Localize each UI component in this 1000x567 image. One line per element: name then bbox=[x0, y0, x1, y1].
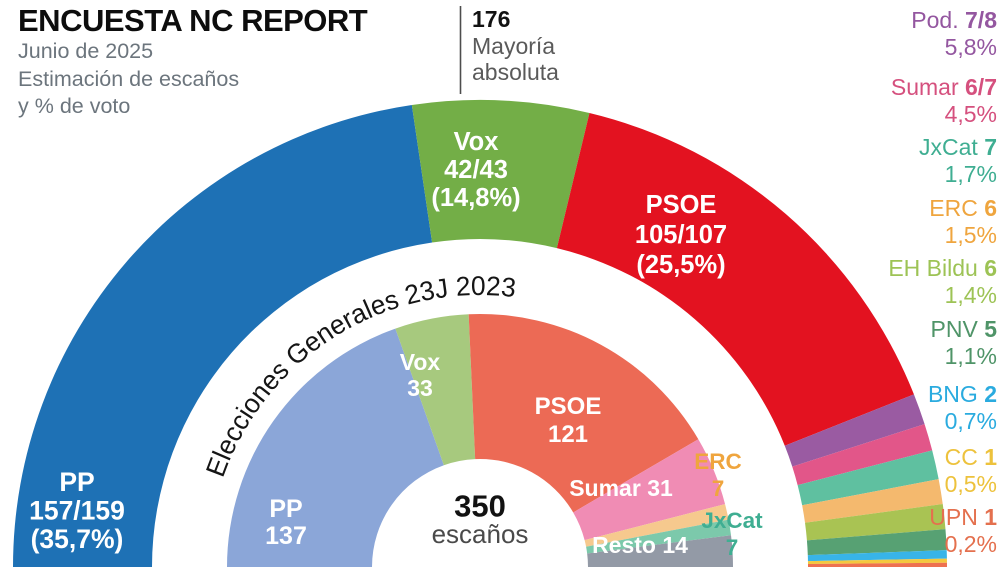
legend-item-bng: BNG 2 0,7% bbox=[928, 381, 997, 435]
legend-party-pct: 1,1% bbox=[944, 343, 997, 369]
inner-vox-label: Vox 33 bbox=[400, 349, 441, 401]
outer-vox-label: Vox 42/43 (14,8%) bbox=[431, 128, 520, 212]
legend-party-seats: 1 bbox=[984, 504, 997, 530]
legend-item-sumar: Sumar 6/7 4,5% bbox=[891, 74, 997, 128]
legend-party-seats: 7 bbox=[984, 134, 997, 160]
subtitle-line-2: Estimación de escaños bbox=[18, 66, 240, 91]
legend-item-cc: CC 1 0,5% bbox=[945, 444, 997, 498]
estimacion-junio-2025-slice-vox bbox=[411, 99, 590, 249]
legend-item-name-seats: PNV 5 bbox=[931, 316, 997, 343]
legend-party-seats: 6 bbox=[984, 255, 997, 281]
elecciones-generales-23j-2023-slice-jxcat bbox=[586, 519, 732, 554]
majority-seats: 176 bbox=[472, 6, 510, 32]
majority-label-line-1: Mayoría bbox=[472, 33, 555, 59]
estimacion-junio-2025-slice-upn bbox=[807, 562, 947, 567]
inner-psoe-label: PSOE 121 bbox=[535, 393, 602, 448]
legend-party-name: BNG bbox=[927, 381, 985, 407]
party-legend: Pod. 7/8 5,8% Sumar 6/7 4,5% JxCat 7 1,7% ERC … bbox=[797, 0, 997, 567]
legend-party-name: CC bbox=[944, 444, 985, 470]
legend-party-seats: 2 bbox=[984, 381, 997, 407]
subtitle-line-3: y % de voto bbox=[18, 94, 131, 118]
estimacion-junio-2025-slice-psoe bbox=[556, 113, 914, 446]
legend-item-name-seats: BNG 2 bbox=[928, 381, 997, 408]
estimacion-junio-2025-slice-cc bbox=[807, 558, 947, 565]
legend-item-name-seats: UPN 1 bbox=[929, 504, 997, 531]
legend-party-name: PNV bbox=[930, 316, 985, 342]
estimacion-junio-2025-slice-eh-bildu bbox=[805, 504, 946, 541]
legend-item-name-seats: EH Bildu 6 bbox=[888, 255, 997, 282]
elecciones-generales-23j-2023-slice-erc bbox=[584, 504, 729, 547]
slice-labels: PP 157/159 (35,7%) Vox 42/43 (14,8%) PSOE 105/1… bbox=[29, 128, 763, 560]
estimacion-junio-2025-slice-erc bbox=[802, 479, 943, 523]
estimacion-junio-2025-slice-pnv bbox=[806, 529, 947, 556]
estimacion-junio-2025-slice-pp bbox=[13, 105, 433, 567]
elecciones-generales-23j-2023-slice-sumar bbox=[573, 439, 726, 541]
chart-slices bbox=[13, 99, 947, 567]
legend-party-name: Pod. bbox=[911, 7, 966, 33]
inner-resto-label: Resto 14 bbox=[592, 532, 688, 558]
outer-pp-label: PP 157/159 (35,7%) bbox=[29, 467, 125, 554]
estimacion-junio-2025-slice-pod bbox=[784, 394, 925, 467]
legend-item-name-seats: CC 1 bbox=[945, 444, 997, 471]
legend-party-name: JxCat bbox=[919, 134, 985, 160]
elecciones-generales-23j-2023-slice-vox bbox=[395, 314, 476, 466]
estimacion-junio-2025-slice-bng bbox=[807, 550, 947, 562]
center-total: 350 escaños bbox=[432, 489, 529, 550]
total-seats: 350 bbox=[454, 489, 506, 524]
legend-item-eh-bildu: EH Bildu 6 1,4% bbox=[888, 255, 997, 309]
subtitle-line-1: Junio de 2025 bbox=[18, 39, 154, 63]
legend-party-name: ERC bbox=[929, 195, 985, 221]
estimacion-junio-2025-slice-sumar bbox=[792, 424, 933, 486]
legend-item-name-seats: ERC 6 bbox=[929, 195, 997, 222]
inner-pp-label: PP 137 bbox=[265, 495, 307, 550]
inner-erc-label: ERC 7 bbox=[694, 449, 742, 501]
legend-party-pct: 0,7% bbox=[944, 408, 997, 434]
inner-jxcat-label: JxCat 7 bbox=[701, 508, 763, 560]
legend-party-seats: 7/8 bbox=[965, 7, 997, 33]
legend-item-pod: Pod. 7/8 5,8% bbox=[911, 7, 997, 61]
legend-party-name: EH Bildu bbox=[888, 255, 985, 281]
legend-item-erc: ERC 6 1,5% bbox=[929, 195, 997, 249]
legend-party-seats: 6/7 bbox=[965, 74, 997, 100]
inner-sumar-label: Sumar 31 bbox=[569, 475, 673, 501]
total-seats-unit: escaños bbox=[432, 519, 529, 549]
legend-item-name-seats: JxCat 7 bbox=[919, 134, 997, 161]
legend-item-upn: UPN 1 0,2% bbox=[929, 504, 997, 558]
legend-party-pct: 0,5% bbox=[944, 471, 997, 497]
legend-party-pct: 0,2% bbox=[944, 531, 997, 557]
legend-party-seats: 6 bbox=[984, 195, 997, 221]
elecciones-generales-23j-2023-slice-resto bbox=[587, 535, 733, 567]
legend-party-pct: 1,5% bbox=[944, 222, 997, 248]
page-title: ENCUESTA NC REPORT bbox=[18, 3, 368, 38]
outer-psoe-label: PSOE 105/107 (25,5%) bbox=[635, 191, 727, 279]
estimacion-junio-2025-slice-jxcat bbox=[797, 450, 939, 506]
legend-party-pct: 1,7% bbox=[944, 161, 997, 187]
legend-party-name: UPN bbox=[929, 504, 985, 530]
legend-party-seats: 5 bbox=[984, 316, 997, 342]
legend-party-name: Sumar bbox=[890, 74, 966, 100]
header: ENCUESTA NC REPORT Junio de 2025 Estimac… bbox=[18, 3, 368, 121]
legend-party-pct: 4,5% bbox=[944, 101, 997, 127]
legend-item-name-seats: Sumar 6/7 bbox=[891, 74, 997, 101]
legend-party-pct: 5,8% bbox=[944, 34, 997, 60]
majority-label-line-2: absoluta bbox=[472, 59, 559, 85]
majority-marker: 176 Mayoría absoluta bbox=[459, 6, 559, 94]
legend-item-pnv: PNV 5 1,1% bbox=[931, 316, 997, 370]
elecciones-generales-23j-2023-slice-pp bbox=[227, 328, 444, 567]
legend-party-seats: 1 bbox=[984, 444, 997, 470]
legend-item-jxcat: JxCat 7 1,7% bbox=[919, 134, 997, 188]
legend-party-pct: 1,4% bbox=[944, 282, 997, 308]
legend-item-name-seats: Pod. 7/8 bbox=[911, 7, 997, 34]
elecciones-generales-23j-2023-slice-psoe bbox=[468, 313, 699, 513]
